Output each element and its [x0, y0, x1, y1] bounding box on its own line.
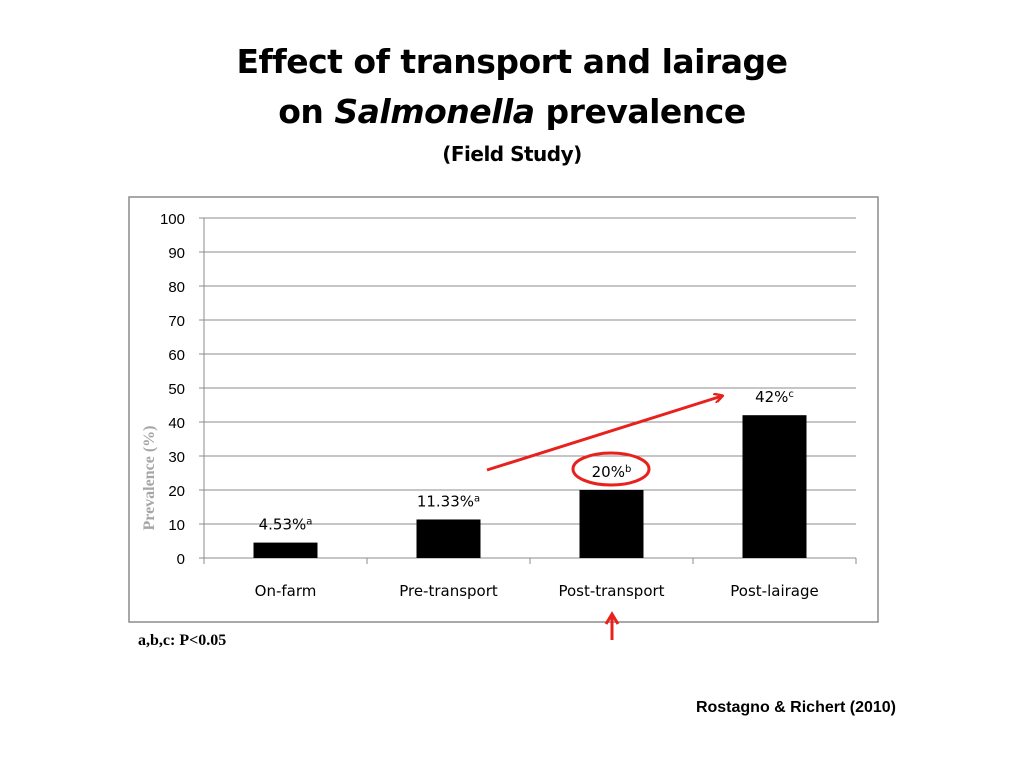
- y-tick-label: 50: [168, 381, 185, 398]
- x-tick-label: Post-lairage: [730, 582, 818, 600]
- bar: [416, 519, 481, 558]
- title-prefix: on: [278, 92, 335, 131]
- y-tick-label: 20: [168, 483, 185, 500]
- trend-arrow: [486, 396, 722, 472]
- data-labels: 4.53%a 11.33%a 20%b 42%c: [259, 388, 794, 533]
- y-tick-label: 10: [168, 517, 185, 534]
- bar: [579, 490, 644, 558]
- x-tick-label: Post-transport: [558, 582, 664, 600]
- y-tick-label: 70: [168, 313, 185, 330]
- bar: [253, 542, 318, 558]
- data-label: 11.33%a: [417, 492, 480, 510]
- y-tick-label: 60: [168, 347, 185, 364]
- significance-note: a,b,c: P<0.05: [138, 632, 227, 649]
- y-tick-labels: 0 10 20 30 40 50 60 70 80 90 100: [160, 211, 185, 568]
- y-tick-label: 30: [168, 449, 185, 466]
- y-axis-label: Prevalence (%): [141, 426, 158, 531]
- x-tick-labels: On-farm Pre-transport Post-transport Post-l…: [255, 582, 819, 600]
- title-organism: Salmonella: [334, 92, 535, 131]
- pointer-arrow-head: [604, 611, 620, 625]
- bar: [742, 415, 807, 558]
- x-tick-label: Pre-transport: [399, 582, 498, 600]
- data-label: 4.53%a: [259, 516, 313, 534]
- highlight-circle: [571, 451, 651, 487]
- data-label: 42%c: [755, 388, 794, 406]
- slide-title-line1: Effect of transport and lairage: [236, 42, 788, 81]
- y-tick-label: 80: [168, 279, 185, 296]
- y-tick-label: 100: [160, 211, 185, 228]
- x-tick-label: On-farm: [255, 582, 317, 600]
- y-tick-label: 90: [168, 245, 185, 262]
- bars: [253, 415, 807, 558]
- title-suffix: prevalence: [534, 92, 747, 131]
- y-tick-label: 0: [177, 551, 185, 568]
- y-tick-label: 40: [168, 415, 185, 432]
- data-label: 20%b: [592, 463, 632, 481]
- slide-title-line2: on Salmonella prevalence: [0, 92, 1024, 131]
- slide-subtitle: (Field Study): [442, 142, 582, 166]
- annotations: [486, 396, 722, 640]
- source-citation: Rostagno & Richert (2010): [695, 699, 896, 716]
